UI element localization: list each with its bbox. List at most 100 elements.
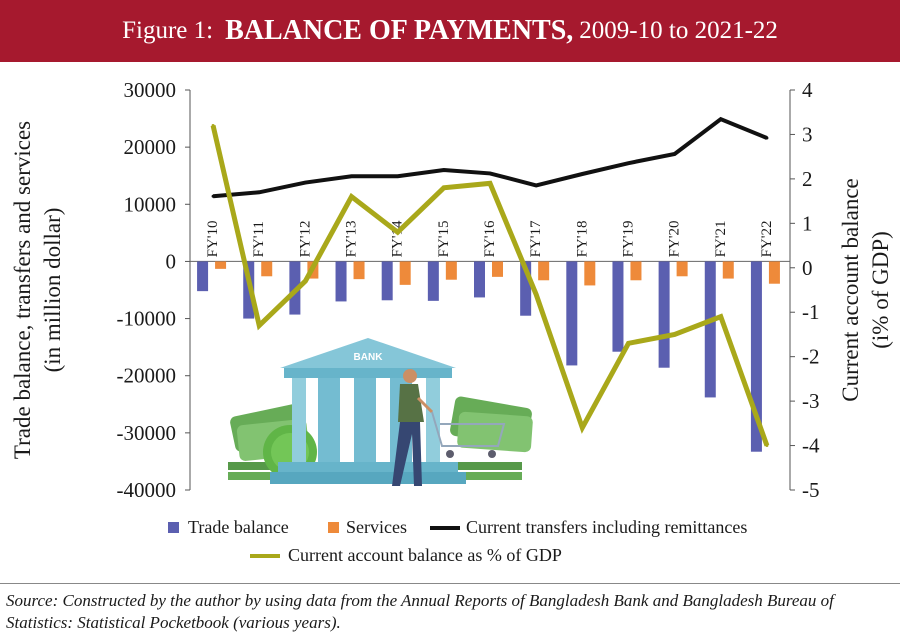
right-tick-label: 3 (802, 122, 813, 146)
category-label: FY'13 (344, 221, 360, 258)
transfers-line-point (673, 152, 677, 156)
balance-of-payments-chart: BANK 30000 20000 10000 0 -10000 -20000 -30000 -… (10, 78, 893, 565)
transfers-line-point (303, 181, 307, 185)
legend-transfers-label: Current transfers including remittances (466, 517, 747, 537)
trade-balance-bar (381, 261, 393, 301)
left-tick-label: 0 (166, 249, 177, 273)
left-tick-label: 20000 (124, 135, 177, 159)
services-bar (445, 261, 457, 280)
transfers-line-point (442, 168, 446, 172)
ca-balance-line-point (626, 341, 630, 345)
right-tick-label: 1 (802, 211, 813, 235)
bank-illustration: BANK (228, 338, 533, 486)
left-tick-label: 30000 (124, 78, 177, 102)
trade-balance-bar (750, 261, 762, 452)
legend-services-swatch (328, 522, 339, 533)
ca-balance-line-point (719, 315, 723, 319)
plot-area: 30000 20000 10000 0 -10000 -20000 -30000 -40000… (10, 78, 893, 565)
ca-balance-line-point (350, 195, 354, 199)
transfers-line-point (719, 117, 723, 121)
right-tick-label: 0 (802, 256, 813, 280)
services-bar (492, 261, 503, 277)
left-axis-title: Trade balance, transfers and services (in… (10, 121, 65, 459)
right-tick-label: -1 (802, 300, 820, 324)
transfers-line-point (626, 161, 630, 165)
trade-balance-bar (335, 261, 347, 302)
services-bar (584, 261, 596, 286)
category-label: FY'12 (297, 221, 313, 258)
source-note: Source: Constructed by the author by usi… (6, 591, 834, 632)
source-divider (0, 583, 900, 584)
trade-balance-bar (658, 261, 670, 368)
transfers-line-point (257, 190, 261, 194)
services-bar (399, 261, 411, 285)
ca-balance-line-point (442, 186, 446, 190)
category-label: FY'21 (713, 221, 729, 258)
services-bar (261, 261, 273, 277)
right-axis-title: Current account balance (i% of GDP) (838, 178, 893, 402)
left-tick-label: 10000 (124, 192, 177, 216)
services-bar (722, 261, 734, 279)
figure-title: BALANCE OF PAYMENTS, (225, 15, 574, 46)
bank-building: BANK (270, 338, 466, 484)
trade-balance-bar (612, 261, 624, 352)
trade-balance-bar (704, 261, 716, 398)
legend-trade-swatch (168, 522, 179, 533)
trade-balance-bar (520, 261, 532, 316)
figure-period: 2009-10 to 2021-22 (579, 17, 778, 44)
category-label: FY'11 (251, 221, 267, 257)
trade-balance-bar (566, 261, 578, 366)
right-tick-label: -2 (802, 345, 820, 369)
person-with-cart-icon (392, 369, 506, 486)
trade-balance-bar (427, 261, 439, 301)
ca-balance-line-point (765, 444, 769, 448)
transfers-line-point (534, 183, 538, 187)
category-label: FY'15 (436, 221, 452, 258)
services-bar (630, 261, 642, 281)
ca-balance-line-point (580, 426, 584, 430)
services-bar (676, 261, 688, 277)
category-label: FY'20 (667, 221, 683, 258)
transfers-line-point (350, 174, 354, 178)
category-label: FY'19 (620, 221, 636, 258)
trade-balance-bar (474, 261, 485, 298)
ca-balance-line-point (673, 332, 677, 336)
ca-balance-line-point (396, 230, 400, 234)
category-label: FY'10 (205, 221, 221, 258)
right-tick-label: 4 (802, 78, 813, 102)
ca-balance-line-point (257, 324, 261, 328)
transfers-line-point (765, 136, 769, 140)
services-bar (768, 261, 780, 284)
ca-balance-line-point (534, 292, 538, 296)
left-tick-label: -30000 (117, 421, 177, 445)
services-bar (215, 261, 227, 269)
figure-label: Figure 1: (122, 17, 214, 44)
right-tick-label: 2 (802, 167, 813, 191)
right-tick-label: -3 (802, 389, 820, 413)
legend-services-label: Services (346, 517, 407, 537)
transfers-line-point (396, 174, 400, 178)
left-tick-label: -40000 (117, 478, 177, 502)
right-tick-label: -4 (802, 434, 820, 458)
ca-balance-line-point (211, 124, 215, 128)
services-bar (353, 261, 365, 280)
category-label: FY'22 (759, 221, 775, 258)
left-tick-label: -10000 (117, 307, 177, 331)
category-label: FY'17 (528, 220, 544, 257)
left-tick-label: -20000 (117, 364, 177, 388)
bank-sign: BANK (354, 352, 384, 363)
right-tick-label: -5 (802, 478, 820, 502)
ca-balance-line-point (488, 181, 492, 185)
transfers-line-point (488, 171, 492, 175)
trade-balance-bar (197, 261, 209, 292)
ca-balance-line-point (303, 279, 307, 283)
legend-ca-label: Current account balance as % of GDP (288, 545, 562, 565)
services-bar (538, 261, 550, 281)
category-label: FY'16 (482, 220, 498, 257)
legend-trade-label: Trade balance (188, 517, 289, 537)
money-stack-right (450, 396, 533, 480)
transfers-line-point (211, 194, 215, 198)
transfers-line-point (580, 172, 584, 176)
category-label: FY'18 (574, 221, 590, 258)
figure-title-bar: Figure 1: BALANCE OF PAYMENTS, 2009-10 t… (0, 0, 900, 62)
